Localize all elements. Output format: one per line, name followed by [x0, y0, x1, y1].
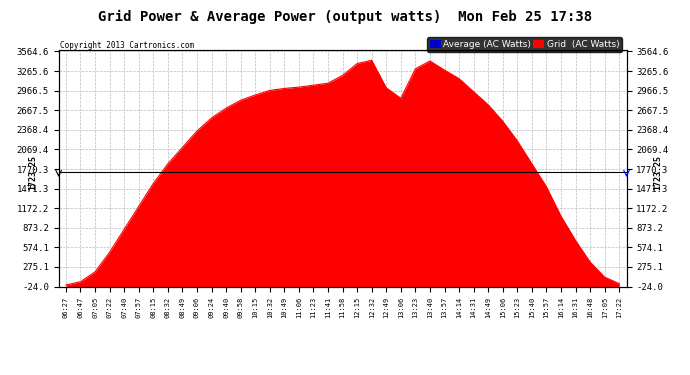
Text: Copyright 2013 Cartronics.com: Copyright 2013 Cartronics.com: [60, 41, 194, 50]
Text: 1723.25: 1723.25: [28, 154, 37, 190]
Text: Grid Power & Average Power (output watts)  Mon Feb 25 17:38: Grid Power & Average Power (output watts…: [98, 9, 592, 24]
Text: 1723.25: 1723.25: [653, 154, 662, 190]
Legend: Average (AC Watts), Grid  (AC Watts): Average (AC Watts), Grid (AC Watts): [427, 38, 622, 52]
